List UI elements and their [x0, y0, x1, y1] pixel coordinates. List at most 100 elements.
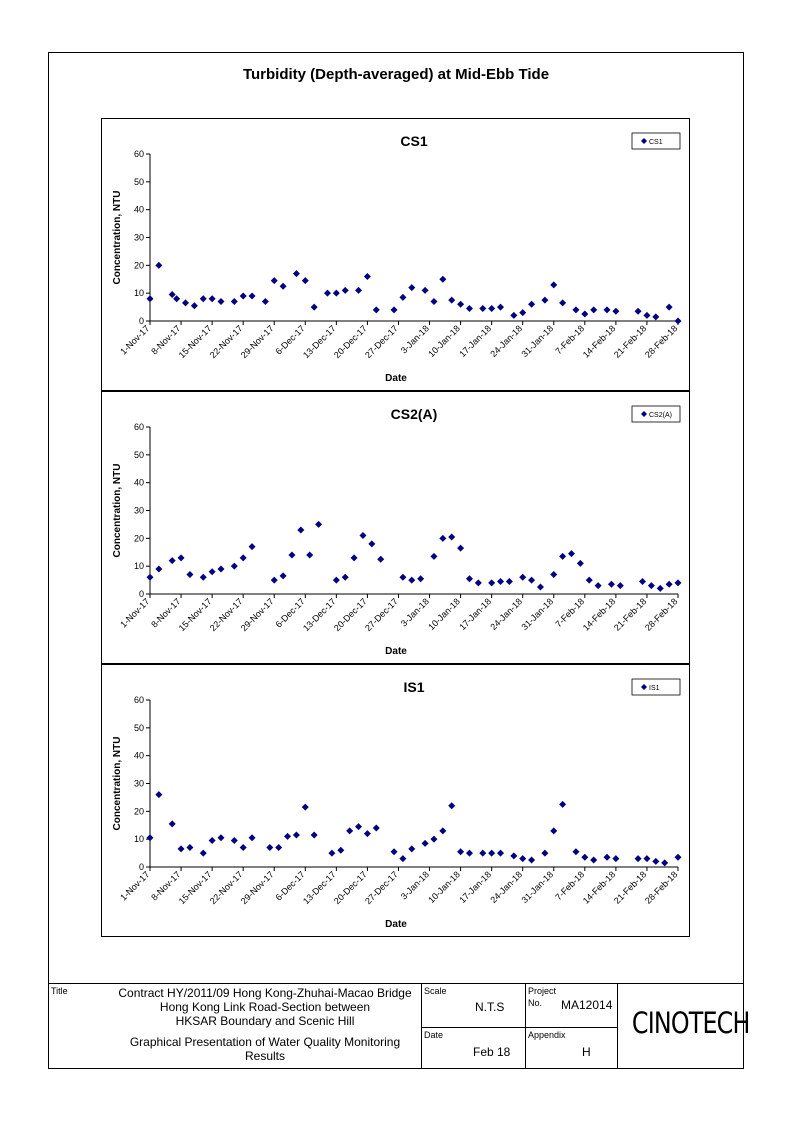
drawing-subtitle: Graphical Presentation of Water Quality …: [110, 1035, 420, 1063]
data-point: [368, 540, 376, 548]
x-tick-label: 10-Jan-18: [426, 323, 462, 359]
y-tick-label: 10: [134, 288, 144, 298]
data-point: [572, 306, 580, 314]
data-point: [279, 572, 287, 580]
data-point: [457, 848, 465, 856]
chart-title: CS2(A): [391, 406, 438, 422]
legend-marker: [641, 411, 647, 417]
data-point: [421, 286, 429, 294]
x-tick-label: 29-Nov-17: [239, 323, 276, 360]
data-point: [497, 303, 505, 311]
chart-cs2a: CS2(A) 0 10 20 30 40 50 60 1-Nov-17 8-Nov-17 15-No…: [101, 391, 690, 664]
data-point: [497, 577, 505, 585]
data-point: [208, 568, 216, 576]
data-point: [332, 289, 340, 297]
data-point: [248, 543, 256, 551]
x-tick-label: 28-Feb-18: [643, 869, 679, 905]
y-axis-label: Concentration, NTU: [112, 464, 123, 558]
appendix-label: Appendix: [528, 1030, 566, 1040]
data-point: [359, 532, 367, 540]
data-point: [541, 849, 549, 857]
project-no-label: No.: [528, 998, 543, 1008]
x-tick-label: 29-Nov-17: [239, 869, 276, 906]
x-tick-label: 14-Feb-18: [581, 596, 617, 632]
legend-box: [631, 132, 681, 150]
drawing-subtitle-line: Graphical Presentation of Water Quality …: [129, 1035, 401, 1049]
data-point: [479, 304, 487, 312]
data-point: [310, 303, 318, 311]
chart-title: IS1: [403, 679, 424, 695]
x-tick-label: 3-Jan-18: [399, 596, 431, 628]
y-tick-label: 20: [134, 533, 144, 543]
data-point: [510, 311, 518, 319]
data-point: [217, 298, 225, 306]
data-point: [643, 855, 651, 863]
data-point: [399, 855, 407, 863]
data-point: [550, 827, 558, 835]
data-point: [528, 576, 536, 584]
data-point: [181, 299, 189, 307]
drawing-subtitle-line: Results: [244, 1049, 285, 1063]
date-label: Date: [424, 1030, 444, 1040]
x-tick-label: 27-Dec-17: [363, 323, 400, 360]
data-point: [639, 577, 647, 585]
x-tick-label: 21-Feb-18: [612, 323, 648, 359]
x-tick-label: 10-Jan-18: [426, 596, 462, 632]
data-point: [559, 800, 567, 808]
x-tick-label: 1-Nov-17: [118, 869, 151, 902]
y-tick-label: 10: [134, 834, 144, 844]
data-point: [457, 300, 465, 308]
data-point: [337, 846, 345, 854]
chart-cs1: CS1 0 10 20 30 40 50 60 1-Nov-17 8-Nov-17 15-Nov-1…: [101, 118, 690, 391]
data-point: [266, 844, 274, 852]
appendix-value: H: [582, 1045, 591, 1059]
data-point: [346, 827, 354, 835]
data-point: [612, 855, 620, 863]
y-tick-label: 0: [139, 589, 144, 599]
y-tick-label: 20: [134, 806, 144, 816]
data-point: [581, 310, 589, 318]
legend-box: [631, 678, 681, 696]
data-point: [665, 303, 673, 311]
data-point: [261, 298, 269, 306]
legend-box: [631, 405, 681, 423]
x-axis-label: Date: [385, 646, 407, 657]
data-point: [390, 848, 398, 856]
data-point: [284, 832, 292, 840]
data-point: [372, 306, 380, 314]
data-point: [177, 554, 185, 562]
data-point: [439, 275, 447, 283]
data-point: [248, 834, 256, 842]
title-block-top-line: [48, 983, 744, 984]
data-point: [448, 296, 456, 304]
data-point: [643, 311, 651, 319]
data-point: [292, 831, 300, 839]
data-point: [576, 559, 584, 567]
data-point: [607, 580, 615, 588]
title-block-mid-line: [421, 1027, 617, 1028]
data-point: [279, 282, 287, 290]
y-tick-label: 30: [134, 506, 144, 516]
data-point: [199, 849, 207, 857]
data-point: [275, 844, 283, 852]
scale-label: Scale: [424, 986, 447, 996]
legend-label: CS2(A): [649, 412, 672, 419]
data-point: [239, 554, 247, 562]
page-frame: [48, 52, 744, 1069]
data-point: [146, 573, 154, 581]
data-point: [439, 827, 447, 835]
x-axis-label: Date: [385, 373, 407, 384]
data-point: [408, 284, 416, 292]
data-point: [350, 554, 358, 562]
title-block-divider: [617, 983, 618, 1069]
y-axis-label: Concentration, NTU: [112, 191, 123, 285]
data-point: [430, 552, 438, 560]
y-tick-label: 60: [134, 422, 144, 432]
data-point: [177, 845, 185, 853]
y-tick-label: 30: [134, 233, 144, 243]
contract-title-line: HKSAR Boundary and Scenic Hill: [175, 1014, 355, 1028]
y-tick-label: 0: [139, 316, 144, 326]
data-point: [208, 837, 216, 845]
x-tick-label: 24-Jan-18: [488, 869, 524, 905]
data-point: [363, 830, 371, 838]
